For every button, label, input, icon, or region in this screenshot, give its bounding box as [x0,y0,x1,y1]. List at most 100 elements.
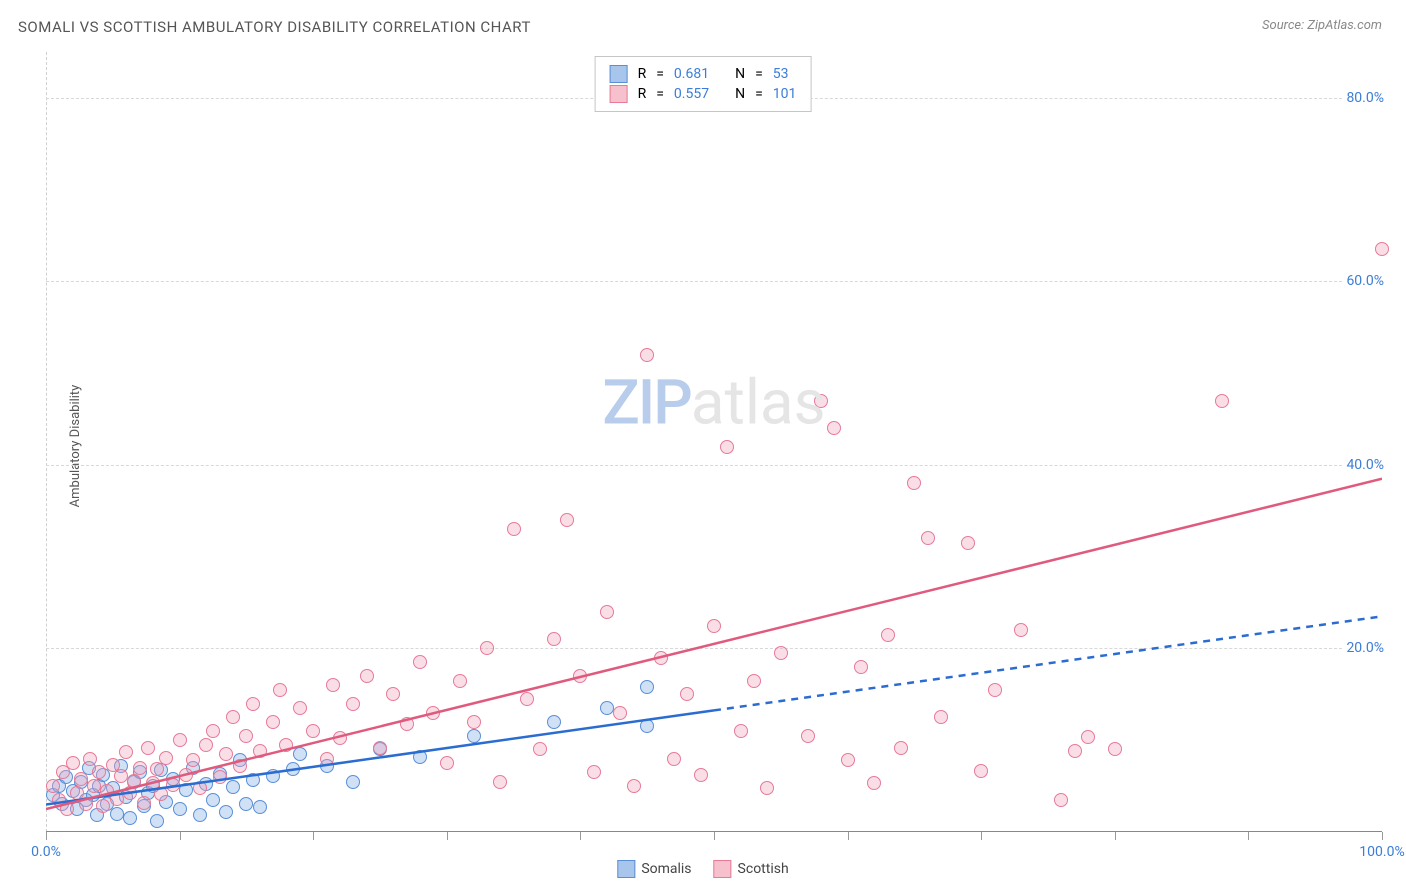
scatter-point [894,741,908,755]
scatter-point [233,759,247,773]
scatter-point [266,715,280,729]
scatter-point [293,747,307,761]
chart-title: SOMALI VS SCOTTISH AMBULATORY DISABILITY… [18,18,531,36]
scatter-point [253,800,267,814]
scatter-point [934,710,948,724]
scatter-point [74,772,88,786]
scatter-point [286,762,300,776]
scatter-point [159,751,173,765]
legend-eq: = [755,86,763,102]
scatter-point [96,799,110,813]
x-tick [1115,832,1116,840]
scatter-point [961,536,975,550]
scatter-point [246,773,260,787]
legend-item: Somalis [617,860,691,878]
scatter-point [827,421,841,435]
scatter-point [1068,744,1082,758]
scatter-point [907,476,921,490]
scatter-point [680,687,694,701]
scatter-point [667,752,681,766]
watermark: ZIPatlas [602,367,825,440]
scatter-point [640,680,654,694]
legend-correlation: R = 0.681 N = 53 R = 0.557 N = 101 [595,56,812,112]
y-axis [46,52,47,832]
scatter-point [814,394,828,408]
scatter-point [246,697,260,711]
scatter-point [1215,394,1229,408]
scatter-point [92,765,106,779]
scatter-point [150,762,164,776]
scatter-point [760,781,774,795]
legend-r-label: R [638,86,647,102]
scatter-point [1108,742,1122,756]
x-tick [580,832,581,840]
legend-r-value: 0.681 [674,66,709,82]
scatter-point [734,724,748,738]
x-tick [1382,832,1383,840]
scatter-point [373,741,387,755]
scatter-point [123,811,137,825]
plot-area: ZIPatlas 20.0%40.0%60.0%80.0%0.0%100.0% [46,52,1382,832]
scatter-point [413,750,427,764]
scatter-point [774,646,788,660]
scatter-point [123,786,137,800]
x-tick [180,832,181,840]
legend-n-value: 101 [773,86,797,102]
scatter-point [573,669,587,683]
y-tick-label: 60.0% [1342,273,1388,289]
x-tick [848,832,849,840]
legend-label: Scottish [738,861,789,877]
grid-line [46,465,1382,466]
scatter-point [239,729,253,743]
scatter-point [841,753,855,767]
scatter-point [547,715,561,729]
scatter-point [173,802,187,816]
scatter-point [226,780,240,794]
trend-line-dashed [714,616,1382,710]
scatter-point [320,752,334,766]
scatter-point [520,692,534,706]
scatter-point [547,632,561,646]
scatter-point [440,756,454,770]
scatter-point [219,747,233,761]
scatter-point [493,775,507,789]
scatter-point [219,805,233,819]
grid-line [46,281,1382,282]
x-tick [1248,832,1249,840]
legend-swatch [617,860,635,878]
scatter-point [988,683,1002,697]
scatter-point [533,742,547,756]
grid-line [46,648,1382,649]
scatter-point [87,779,101,793]
x-tick [447,832,448,840]
x-tick [981,832,982,840]
legend-row: R = 0.557 N = 101 [610,85,797,103]
scatter-point [720,440,734,454]
chart-source: Source: ZipAtlas.com [1262,18,1382,33]
scatter-point [640,348,654,362]
scatter-point [881,628,895,642]
scatter-point [1375,242,1389,256]
legend-swatch [610,65,628,83]
scatter-point [193,781,207,795]
legend-eq: = [656,66,664,82]
scatter-point [193,808,207,822]
scatter-point [119,745,133,759]
legend-series: Somalis Scottish [617,860,788,878]
x-tick-label: 100.0% [1359,844,1404,860]
scatter-point [253,744,267,758]
legend-label: Somalis [641,861,691,877]
legend-n-label: N [735,66,745,82]
scatter-point [640,719,654,733]
scatter-point [199,738,213,752]
y-tick-label: 80.0% [1342,90,1388,106]
scatter-point [150,814,164,828]
scatter-point [1081,730,1095,744]
scatter-point [600,605,614,619]
scatter-point [137,796,151,810]
scatter-point [627,779,641,793]
scatter-point [114,769,128,783]
scatter-point [1054,793,1068,807]
watermark-light: atlas [691,367,826,440]
y-tick-label: 20.0% [1342,640,1388,656]
